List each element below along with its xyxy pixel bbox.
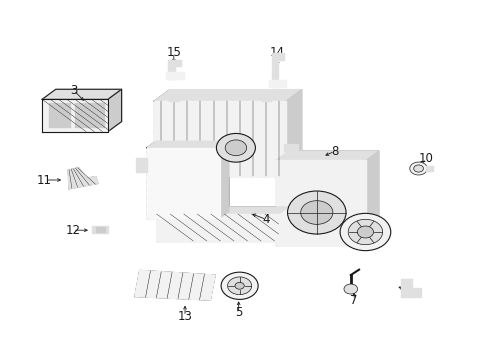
Circle shape [225, 140, 246, 156]
Circle shape [235, 282, 244, 289]
Circle shape [221, 272, 258, 300]
Polygon shape [220, 141, 228, 218]
Polygon shape [168, 90, 178, 101]
Circle shape [227, 277, 251, 294]
Polygon shape [154, 101, 285, 176]
Text: 9: 9 [378, 229, 385, 242]
Polygon shape [400, 279, 420, 297]
Circle shape [357, 226, 373, 238]
Polygon shape [96, 227, 104, 231]
Text: 6: 6 [405, 285, 412, 298]
Text: 1: 1 [163, 148, 170, 161]
Polygon shape [75, 103, 104, 114]
Polygon shape [68, 167, 98, 189]
Circle shape [287, 191, 346, 234]
Text: 4: 4 [262, 213, 270, 226]
Polygon shape [157, 207, 288, 214]
Polygon shape [147, 148, 220, 218]
Circle shape [347, 219, 382, 245]
Polygon shape [366, 151, 378, 244]
Text: 7: 7 [350, 294, 357, 307]
Text: 5: 5 [234, 306, 242, 319]
Polygon shape [75, 116, 104, 127]
Text: 8: 8 [330, 145, 338, 158]
Circle shape [409, 162, 427, 175]
Polygon shape [425, 166, 432, 171]
Polygon shape [154, 90, 301, 101]
Polygon shape [276, 160, 366, 244]
Text: 14: 14 [269, 46, 285, 59]
Polygon shape [42, 99, 108, 132]
Text: 3: 3 [70, 84, 78, 97]
Text: 2: 2 [148, 166, 155, 179]
Polygon shape [261, 90, 271, 101]
Polygon shape [283, 144, 298, 151]
Polygon shape [49, 103, 70, 114]
Polygon shape [136, 158, 147, 172]
Text: 13: 13 [177, 310, 192, 323]
Polygon shape [285, 90, 301, 176]
Polygon shape [49, 116, 70, 127]
Text: 15: 15 [166, 46, 181, 59]
Polygon shape [268, 80, 285, 87]
Circle shape [216, 134, 255, 162]
Polygon shape [147, 141, 228, 148]
Polygon shape [165, 72, 183, 78]
Circle shape [413, 165, 423, 172]
Polygon shape [42, 89, 122, 99]
Circle shape [339, 213, 390, 251]
Polygon shape [92, 226, 108, 233]
Polygon shape [271, 53, 283, 87]
Polygon shape [276, 151, 378, 160]
Polygon shape [168, 60, 181, 78]
Polygon shape [135, 270, 215, 300]
Circle shape [300, 201, 332, 224]
Circle shape [343, 284, 357, 294]
Text: 10: 10 [418, 152, 432, 165]
Polygon shape [157, 214, 278, 241]
Text: 11: 11 [37, 174, 52, 186]
Text: 12: 12 [65, 224, 80, 237]
Polygon shape [108, 89, 122, 132]
